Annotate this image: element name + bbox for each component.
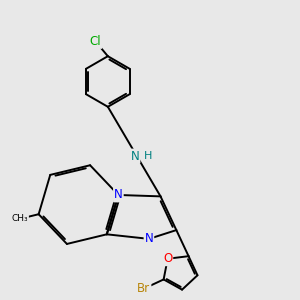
Text: Cl: Cl	[90, 36, 101, 46]
Text: N: N	[131, 150, 140, 163]
Text: Cl: Cl	[90, 35, 101, 48]
Text: CH₃: CH₃	[11, 214, 28, 223]
Text: H: H	[144, 151, 152, 161]
Text: O: O	[163, 252, 172, 265]
Text: Br: Br	[137, 282, 151, 295]
Text: N: N	[114, 188, 123, 202]
Text: N: N	[145, 232, 153, 245]
